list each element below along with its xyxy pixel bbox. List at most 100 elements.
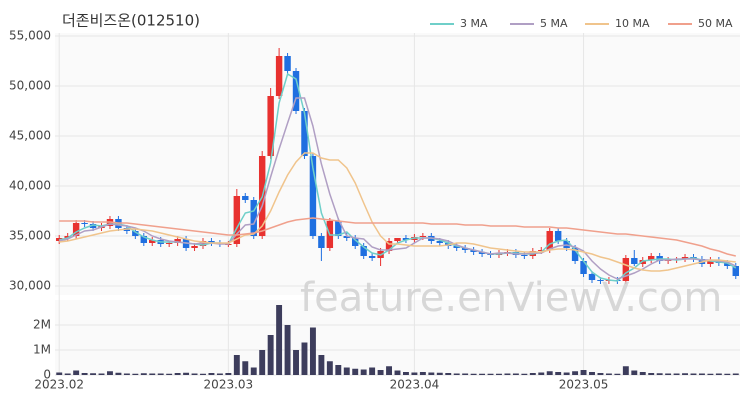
volume-bar: [394, 370, 401, 375]
candle-body: [538, 250, 545, 251]
y-tick-label: 30,000: [9, 279, 51, 293]
volume-bar: [157, 373, 164, 375]
candle-body: [64, 236, 71, 238]
volume-bar: [555, 372, 562, 375]
candle-body: [233, 196, 241, 244]
candle-body: [707, 260, 714, 264]
candle-body: [275, 56, 283, 96]
volume-bar: [200, 373, 206, 375]
candle-body: [622, 258, 630, 281]
volume-bar: [529, 373, 536, 375]
volume-bar: [538, 372, 545, 375]
candle-body: [309, 156, 317, 236]
ma-line: [59, 152, 736, 272]
volume-bar: [436, 372, 443, 375]
y-tick-label: 50,000: [9, 79, 51, 93]
volume-bar: [132, 373, 139, 375]
volume-bar: [191, 373, 198, 375]
legend-label: 10 MA: [615, 17, 650, 30]
volume-bar: [453, 373, 460, 375]
volume-bar: [166, 373, 173, 375]
volume-bar: [428, 372, 435, 375]
volume-bar: [64, 373, 71, 375]
volume-bar: [149, 373, 156, 375]
volume-bar: [462, 373, 469, 375]
volume-bar: [377, 370, 384, 375]
volume-bar: [673, 373, 680, 375]
candle-body: [554, 231, 562, 241]
candle-body: [681, 257, 689, 259]
volume-bar: [715, 373, 722, 375]
volume-bar: [707, 373, 714, 375]
volume-bar: [682, 373, 688, 375]
candle-body: [478, 252, 486, 254]
chart-title: 더존비즈온(012510): [62, 12, 200, 30]
volume-bar: [276, 305, 283, 375]
candle-body: [250, 200, 257, 236]
candle-body: [724, 263, 731, 266]
volume-bar: [698, 373, 705, 375]
candle-body: [89, 224, 97, 228]
volume-bar: [208, 373, 215, 375]
volume-bar: [411, 372, 418, 375]
candle-body: [72, 223, 80, 236]
candle-body: [436, 241, 443, 243]
candle-body: [394, 238, 401, 241]
ma-line: [59, 97, 737, 280]
watermark: feature.enViewV.com: [300, 275, 722, 321]
volume-bar: [56, 372, 63, 375]
candle-body: [132, 231, 139, 236]
volume-bar: [115, 372, 122, 375]
volume-bar: [512, 373, 519, 375]
volume-bar: [360, 369, 367, 375]
volume-bar: [183, 372, 190, 375]
volume-bar: [521, 373, 528, 375]
volume-bar: [326, 361, 333, 375]
candle-body: [360, 246, 367, 256]
candle-body: [580, 261, 587, 274]
volume-bar: [250, 367, 257, 375]
volume-bar: [98, 373, 105, 375]
volume-bar: [73, 370, 80, 375]
candle-body: [631, 258, 638, 264]
x-tick-label: 2023.03: [204, 378, 254, 392]
volume-bar: [605, 373, 612, 375]
volume-bar: [386, 366, 393, 375]
candle-body: [521, 255, 528, 256]
volume-bar: [690, 373, 697, 375]
volume-bar: [479, 373, 486, 375]
volume-bar: [504, 373, 511, 375]
volume-bar: [496, 373, 502, 375]
volume-bar: [563, 372, 570, 375]
legend-label: 3 MA: [460, 17, 488, 30]
legend-label: 5 MA: [540, 17, 568, 30]
y-tick-label: 35,000: [9, 229, 51, 243]
volume-bar: [724, 373, 731, 375]
volume-bar: [352, 368, 359, 375]
candle-body: [352, 238, 359, 246]
volume-bar: [301, 342, 308, 375]
price-panel: [55, 33, 740, 295]
volume-bar: [445, 373, 452, 375]
volume-tick-label: 2M: [33, 318, 51, 332]
candle-body: [81, 223, 88, 224]
candle-body: [165, 243, 173, 244]
volume-bar: [639, 372, 646, 375]
x-tick-label: 2023.04: [390, 378, 440, 392]
volume-bar: [90, 373, 97, 375]
x-tick-label: 2023.05: [559, 378, 609, 392]
volume-bar: [335, 365, 342, 375]
volume-bar: [123, 373, 130, 375]
candle-body: [597, 280, 604, 281]
volume-bar: [267, 335, 274, 375]
volume-bar: [402, 372, 409, 375]
volume-bar: [216, 373, 223, 375]
volume-bar: [293, 350, 299, 375]
volume-bar: [470, 373, 477, 375]
volume-bar: [233, 355, 240, 375]
volume-bar: [81, 373, 88, 375]
candle-body: [242, 196, 249, 200]
candle-body: [174, 239, 181, 243]
volume-bar: [242, 361, 249, 375]
legend-label: 50 MA: [698, 17, 733, 30]
